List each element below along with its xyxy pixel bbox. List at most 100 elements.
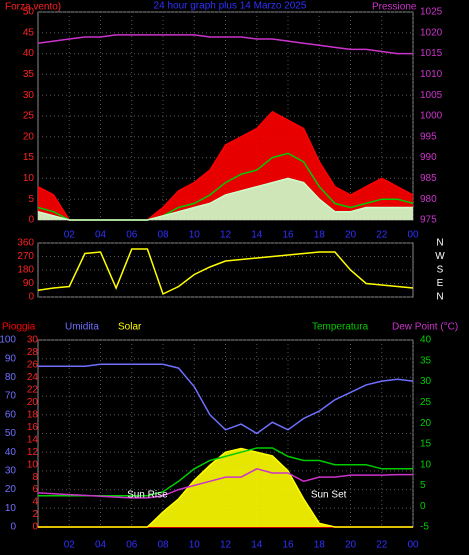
x-tick-label: 10 [189,230,201,241]
y2-tick-label: 20 [420,418,432,429]
y3-tick-label: 22 [27,385,39,396]
chart-title: 24 hour graph plus 14 Marzo 2025 [154,1,307,12]
y-tick-label: 180 [17,265,34,276]
y-tick-label: 0 [28,215,34,226]
y3-tick-label: 0 [32,522,38,533]
y-tick-label: 5 [28,194,34,205]
x-tick-label: 04 [95,230,107,241]
y3-tick-label: 2 [32,509,38,520]
x-tick-label: 18 [314,540,326,551]
y-tick-label: 10 [5,503,17,514]
y3-tick-label: 6 [32,484,38,495]
annotation: Sun Set [311,490,347,501]
y-tick-label: 35 [23,69,35,80]
x-tick-label: 20 [345,540,357,551]
y-tick-label: 10 [23,173,35,184]
y-tick-label: 15 [23,152,35,163]
series-line [37,34,413,55]
x-tick-label: 20 [345,230,357,241]
x-tick-label: 14 [251,230,263,241]
y3-tick-label: 10 [27,459,39,470]
y-tick-label: 45 [23,27,35,38]
y2-tick-label: 0 [420,501,426,512]
legend-label: Solar [118,322,142,333]
annotation: Sun Rise [127,490,168,501]
x-tick-label: 16 [282,230,294,241]
y-tick-label: 90 [5,353,17,364]
y2-tick-label: 30 [420,376,432,387]
y-tick-label: 0 [28,292,34,303]
x-tick-label: 10 [189,540,201,551]
y2-tick-label: 1015 [420,48,443,59]
y2-tick-label: 1020 [420,27,443,38]
y2-tick-label: 5 [420,480,426,491]
y3-tick-label: 26 [27,360,39,371]
series-line [38,447,413,528]
y-tick-label: 20 [23,131,35,142]
x-tick-label: 08 [157,230,169,241]
x-tick-label: 16 [282,540,294,551]
y3-tick-label: 20 [27,397,39,408]
x-tick-label: 22 [376,540,388,551]
y-tick-label: 270 [17,251,34,262]
x-tick-label: 00 [407,540,419,551]
y-tick-label: 60 [5,409,17,420]
y-tick-label: 25 [23,111,35,122]
y-tick-label: 0 [10,522,16,533]
y2-tick-label: -5 [420,522,429,533]
y2-tick-label: 975 [420,215,437,226]
y2-tick-label: 1000 [420,111,443,122]
y2-tick-label: 35 [420,355,432,366]
x-tick-label: 02 [64,540,76,551]
y3-tick-label: 4 [32,497,38,508]
y2-tick-label: N [436,238,443,249]
series-area [38,448,413,527]
y2-tick-label: 985 [420,173,437,184]
x-tick-label: 08 [157,540,169,551]
y-tick-label: 70 [5,391,17,402]
y-tick-label: 100 [0,335,16,346]
y2-tick-label: 980 [420,194,437,205]
y-tick-label: 90 [23,278,35,289]
y2-tick-label: 10 [420,459,432,470]
x-tick-label: 18 [314,230,326,241]
y-tick-label: 50 [23,7,35,18]
y3-tick-label: 14 [27,434,39,445]
y2-tick-label: N [436,292,443,303]
y3-tick-label: 18 [27,409,39,420]
x-tick-label: 00 [407,230,419,241]
x-tick-label: 12 [220,230,232,241]
y-tick-label: 30 [23,90,35,101]
y3-tick-label: 30 [27,335,39,346]
y-tick-label: 40 [5,447,17,458]
y-tick-label: 80 [5,372,17,383]
series-area [38,178,413,220]
series-line [37,248,414,296]
y2-axis-label: Pressione [372,2,417,13]
legend-label: Temperatura [312,322,369,333]
y3-tick-label: 28 [27,347,39,358]
y-tick-label: 40 [23,48,35,59]
y2-tick-label: 40 [420,335,432,346]
y3-tick-label: 16 [27,422,39,433]
y2-tick-label: 990 [420,152,437,163]
x-tick-label: 22 [376,230,388,241]
series-line [37,467,413,499]
y-tick-label: 30 [5,466,17,477]
x-tick-label: 04 [95,540,107,551]
y2-tick-label: 15 [420,439,432,450]
y2-tick-label: W [435,251,445,262]
series-area [38,111,413,220]
x-tick-label: 14 [251,540,263,551]
x-tick-label: 06 [126,540,138,551]
y-tick-label: 20 [5,484,17,495]
legend-label: Dew Point (°C) [392,322,458,333]
y2-tick-label: 1005 [420,90,443,101]
y3-tick-label: 12 [27,447,39,458]
series-line [37,177,413,221]
legend-label: Umidita [65,322,99,333]
y2-tick-label: E [437,278,444,289]
y-tick-label: 360 [17,238,34,249]
y3-tick-label: 24 [27,372,39,383]
